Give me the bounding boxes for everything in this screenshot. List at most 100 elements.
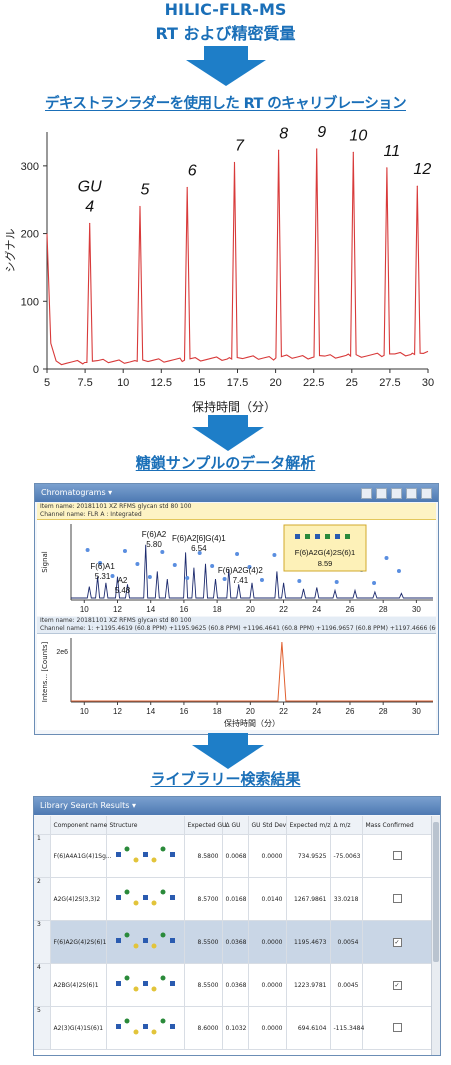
x-tick-label: 12.5 <box>151 377 172 389</box>
column-header[interactable]: Mass Confirmed <box>362 816 432 835</box>
glycan-residue <box>160 1018 165 1024</box>
cell-mz: 1223.9781 <box>286 963 331 1007</box>
peak-point <box>186 186 188 189</box>
glycan-symbol-icon <box>272 553 277 557</box>
x-tick-label: 30 <box>422 377 434 389</box>
glycan-residue <box>160 932 165 938</box>
glycan-symbol-icon <box>210 564 215 568</box>
x-tick-label: 22 <box>279 605 288 614</box>
column-header[interactable]: Component name <box>50 816 107 835</box>
window-toolbar <box>361 488 432 499</box>
x-tick-label: 17.5 <box>227 377 248 389</box>
column-header[interactable]: GU Std Dev <box>248 816 287 835</box>
tooltip-name: F(6)A2G(4)2S(6)1 <box>295 548 355 557</box>
glycan-residue <box>124 975 129 981</box>
glycan-structure-icon <box>115 1018 175 1035</box>
peak-name-label: F(6)A2G(4)2 <box>218 566 263 575</box>
mass-confirmed-checkbox[interactable]: ✓ <box>392 980 402 990</box>
column-header[interactable]: Structure <box>106 816 185 835</box>
column-header[interactable] <box>34 816 51 835</box>
y-tick-label: 2e6 <box>56 649 68 656</box>
table-row[interactable]: 3 F(6)A2G(4)2S(6)1 8.5500 0.0368 0.0000 1195.… <box>34 920 432 964</box>
mass-confirmed-checkbox[interactable]: ✓ <box>392 937 402 947</box>
glycan-residue <box>115 895 121 900</box>
library-search-window: Library Search Results ▾ Component name S… <box>33 796 441 1056</box>
peak-label: 11 <box>384 143 401 160</box>
glycan-symbol-icon <box>110 574 115 578</box>
cell-dgu: 0.0368 <box>222 963 249 1007</box>
glycan-symbol-icon <box>305 534 310 539</box>
glycan-residue <box>169 1024 175 1029</box>
glycan-residue <box>169 852 175 857</box>
glycan-residue <box>169 938 175 943</box>
column-header[interactable]: Expected m/z <box>286 816 331 835</box>
x-tick-label: 5 <box>44 377 50 389</box>
cell-sd: 0.0000 <box>248 834 287 878</box>
x-tick-label: 18 <box>213 605 222 614</box>
table-row[interactable]: 4 A2BG(4)2S(6)1 8.5500 0.0368 0.0000 1223.978… <box>34 963 432 1007</box>
glycan-symbol-icon <box>135 562 140 566</box>
y-tick-label: 0 <box>33 364 39 376</box>
column-header[interactable]: Δ m/z <box>330 816 363 835</box>
down-arrow-icon <box>186 46 266 86</box>
peak-label: 9 <box>317 124 326 141</box>
cell-name: A2G(4)2S(3,3)2 <box>50 877 107 921</box>
pan-icon[interactable] <box>376 488 387 499</box>
glycan-residue <box>142 1024 148 1029</box>
x-tick-label: 10 <box>80 605 89 614</box>
reset-icon[interactable] <box>391 488 402 499</box>
peak-point <box>352 151 354 153</box>
export-icon[interactable] <box>406 488 417 499</box>
column-header[interactable]: Expected GU <box>184 816 226 835</box>
chromatograms-title[interactable]: Chromatograms ▾ <box>35 484 438 502</box>
cell-idx: 4 <box>34 963 51 1007</box>
glycan-symbol-icon <box>372 581 377 585</box>
table-row[interactable]: 5 A2(3)G(4)1S(6)1 8.6000 0.1032 0.0000 694.61… <box>34 1006 432 1050</box>
glycan-residue <box>133 943 138 949</box>
peak-name-label: F(6)A1 <box>90 562 115 571</box>
y-tick-label: 300 <box>21 161 39 173</box>
glycan-structure-icon <box>106 920 185 964</box>
glycan-symbol-icon <box>222 577 227 581</box>
x-tick-label: 27.5 <box>379 377 400 389</box>
flr-chromatogram: Signal 10 12 14 16 18 20 22 24 26 28 30 F(6)A15.31 A2… <box>37 520 436 616</box>
column-header[interactable]: Δ GU <box>222 816 249 835</box>
table-row[interactable]: 2 A2G(4)2S(3,3)2 8.5700 0.0168 0.0140 1267.98… <box>34 877 432 921</box>
peak-gu-label: 5.80 <box>146 540 162 549</box>
library-table-container: Component name Structure Expected GU Δ GU GU… <box>34 816 432 1055</box>
glycan-structure-icon <box>106 1006 185 1050</box>
chromatograms-window: Chromatograms ▾ Item name: 20181101 XZ R… <box>34 483 439 735</box>
mass-confirmed-checkbox[interactable] <box>392 850 402 860</box>
cell-mz: 694.6104 <box>286 1006 331 1050</box>
peak-label: 4 <box>85 198 94 215</box>
settings-icon[interactable] <box>421 488 432 499</box>
x-axis-label: 保持時間（分） <box>224 718 280 728</box>
zoom-icon[interactable] <box>361 488 372 499</box>
glycan-structure-icon <box>106 834 185 878</box>
cell-egu: 8.5500 <box>184 920 223 964</box>
glycan-structure-icon <box>115 975 175 992</box>
glycan-residue <box>133 900 138 906</box>
mass-confirmed-checkbox[interactable] <box>392 893 402 903</box>
table-row[interactable]: 1 F(6)A4A1G(4)1Sg... 8.5800 0.0068 0.0000 734… <box>34 834 432 878</box>
flr-trace <box>71 544 433 599</box>
glycan-residue <box>142 938 148 943</box>
glycan-residue <box>160 889 165 895</box>
mass-confirmed-cell <box>362 877 432 921</box>
vertical-scrollbar[interactable] <box>431 816 440 1055</box>
cell-dmz: 33.0218 <box>330 877 363 921</box>
item-name-top: Item name: 20181101 XZ RFMS glycan std 8… <box>40 503 192 510</box>
cell-dmz: -75.0063 <box>330 834 363 878</box>
x-tick-label: 26 <box>346 605 355 614</box>
header-line1: HILIC-FLR-MS <box>164 0 287 19</box>
mass-confirmed-checkbox[interactable] <box>392 1022 402 1032</box>
cell-mz: 1267.9861 <box>286 877 331 921</box>
glycan-symbol-icon <box>160 550 165 554</box>
glycan-residue <box>115 852 121 857</box>
x-tick-label: 22 <box>279 707 288 716</box>
library-title[interactable]: Library Search Results ▾ <box>34 797 440 815</box>
trace-header-bottom[interactable]: Item name: 20181101 XZ RFMS glycan std 8… <box>37 617 436 634</box>
x-tick-label: 30 <box>412 605 421 614</box>
x-tick-label: 26 <box>346 707 355 716</box>
trace-header-top[interactable]: Item name: 20181101 XZ RFMS glycan std 8… <box>37 503 436 520</box>
